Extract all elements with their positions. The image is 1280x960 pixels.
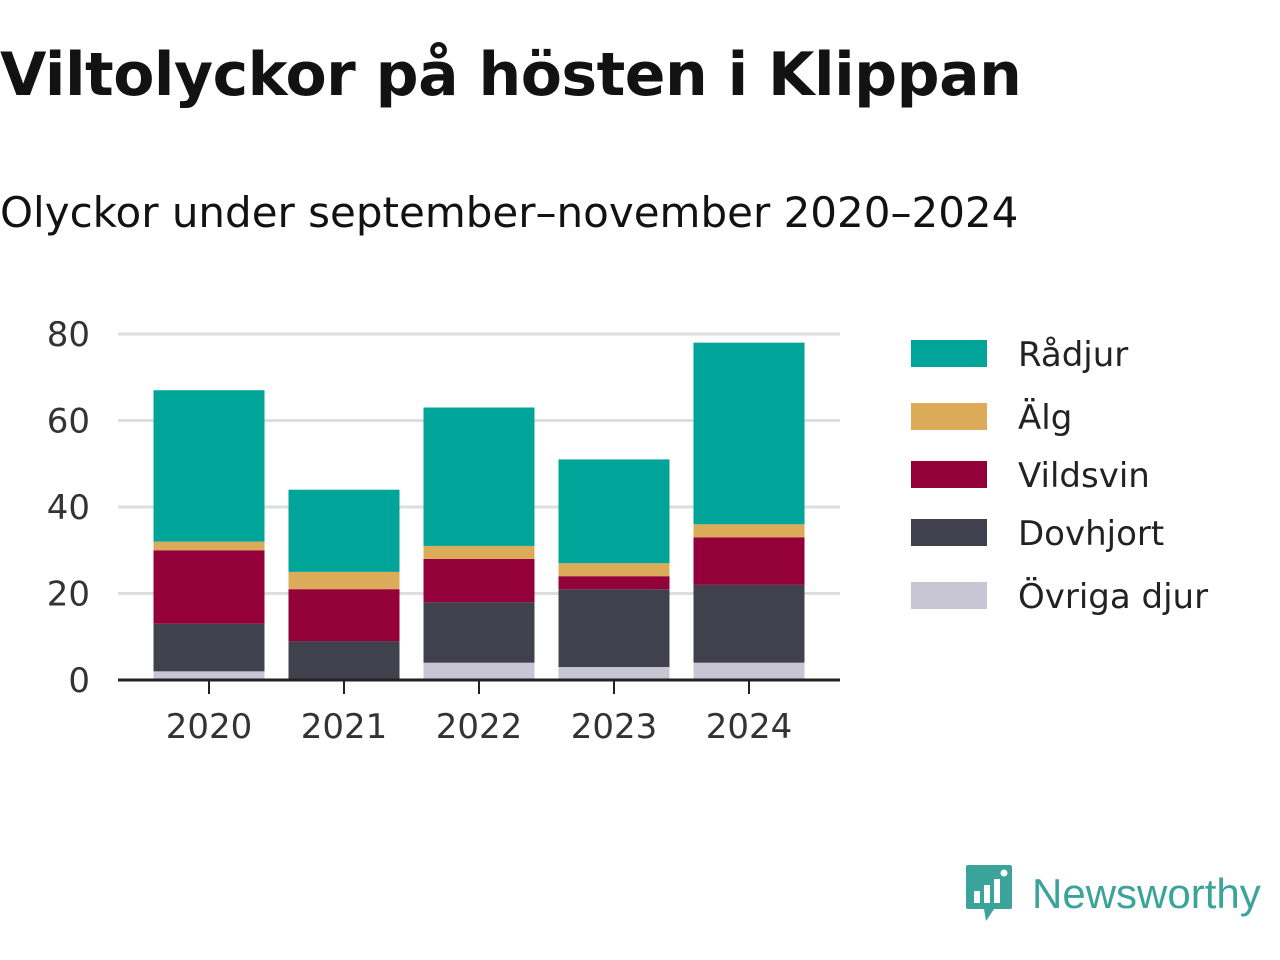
y-tick-label: 0 — [68, 661, 90, 701]
newsworthy-logo-icon — [966, 865, 1012, 921]
bar-segment-2022-1 — [423, 602, 535, 663]
bar-segment-2020-0 — [153, 671, 265, 680]
x-tick-label: 2024 — [706, 707, 793, 747]
legend-label: Dovhjort — [1018, 514, 1164, 554]
bar-segment-2024-3 — [693, 524, 805, 538]
bar-segment-2021-2 — [288, 589, 400, 642]
bar-segment-2021-4 — [288, 489, 400, 572]
bar-segment-2021-1 — [288, 641, 400, 680]
brand-name: Newsworthy — [1032, 870, 1261, 917]
legend-label: Rådjur — [1018, 335, 1128, 375]
bar-segment-2022-0 — [423, 662, 535, 680]
bar-segment-2020-3 — [153, 541, 265, 551]
y-tick-label: 80 — [47, 315, 90, 355]
x-tick-label: 2021 — [301, 707, 388, 747]
bar-segment-2022-3 — [423, 545, 535, 559]
bar-segment-2020-1 — [153, 623, 265, 672]
legend-swatch — [911, 340, 987, 367]
bar-segment-2020-2 — [153, 550, 265, 624]
legend-swatch — [911, 461, 987, 488]
brand: Newsworthy — [964, 862, 1261, 926]
x-tick-label: 2022 — [436, 707, 523, 747]
bar-segment-2022-4 — [423, 407, 535, 546]
bar-segment-2023-0 — [558, 667, 670, 680]
legend-label: Vildsvin — [1018, 456, 1150, 496]
bar-segment-2020-4 — [153, 390, 265, 542]
legend-swatch — [911, 519, 987, 546]
legend: Rådjur Älg Vildsvin Dovhjort Övriga djur — [911, 335, 1208, 617]
bar-segment-2024-1 — [693, 584, 805, 663]
x-tick-label: 2023 — [571, 707, 658, 747]
bar-segment-2023-1 — [558, 589, 670, 668]
bar-segment-2024-0 — [693, 662, 805, 680]
legend-swatch — [911, 582, 987, 609]
legend-swatch — [911, 403, 987, 430]
y-tick-label: 60 — [47, 402, 90, 442]
x-axis: 2020 2021 2022 2023 2024 — [118, 678, 840, 747]
y-axis: 0 20 40 60 80 — [47, 315, 90, 701]
y-tick-label: 40 — [47, 488, 90, 528]
stacked-bar-chart: 0 20 40 60 80 2020 2021 2022 2023 2024 Rådjur Älg… — [47, 315, 1208, 747]
bar-segment-2022-2 — [423, 558, 535, 603]
bar-segment-2023-4 — [558, 459, 670, 564]
bars — [153, 342, 805, 680]
legend-label: Övriga djur — [1018, 576, 1208, 617]
chart-subtitle: Olyckor under september–november 2020–20… — [0, 188, 1019, 237]
y-tick-label: 20 — [47, 575, 90, 615]
bar-segment-2024-2 — [693, 537, 805, 585]
bar-segment-2021-3 — [288, 571, 400, 590]
chart-title: Viltolyckor på hösten i Klippan — [0, 40, 1022, 110]
bar-segment-2024-4 — [693, 342, 805, 525]
bar-segment-2023-2 — [558, 576, 670, 590]
x-tick-label: 2020 — [166, 707, 253, 747]
legend-label: Älg — [1018, 398, 1072, 438]
bar-segment-2023-3 — [558, 563, 670, 577]
